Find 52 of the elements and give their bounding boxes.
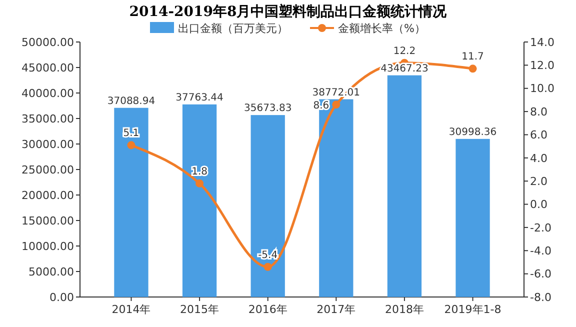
y-tick-label: 10000.00 — [22, 240, 74, 253]
y-tick-label: 50000.00 — [22, 36, 74, 49]
y2-tick-label: 8.0 — [530, 105, 548, 118]
data-label: 30998.36 — [448, 126, 497, 138]
bar — [387, 75, 422, 297]
y-tick-label: 15000.00 — [22, 214, 74, 228]
data-label: 1.8 — [192, 166, 208, 178]
y2-tick-label: 10.0 — [530, 82, 554, 96]
bar — [250, 115, 285, 297]
point — [264, 262, 272, 271]
data-label: 43467.23 — [380, 63, 428, 74]
y-tick-label: 25000.00 — [22, 163, 74, 176]
y-tick-label: 20000.00 — [22, 188, 74, 202]
data-label: 12.2 — [393, 46, 416, 57]
y-tick-label: 5000.00 — [28, 265, 74, 278]
data-label: 37763.44 — [176, 92, 224, 104]
data-label: 35673.83 — [244, 103, 292, 114]
y-tick-label: 30000.00 — [22, 138, 74, 151]
chart-title: 2014-2019年8月中国塑料制品出口金额统计情况 — [129, 3, 448, 20]
y2-tick-label: 14.0 — [530, 36, 554, 49]
y2-tick-label: 2.0 — [530, 174, 548, 188]
y2-tick-label: -2.0 — [530, 221, 552, 234]
y-tick-label: 40000.00 — [22, 86, 74, 100]
y-tick-label: 45000.00 — [22, 61, 74, 74]
point — [468, 64, 477, 73]
point — [332, 100, 340, 109]
y2-tick-label: -6.0 — [530, 268, 552, 281]
x-tick-label: 2017年 — [316, 303, 356, 316]
y2-tick-label: 6.0 — [530, 128, 548, 142]
x-tick-label: 2016年 — [248, 303, 288, 316]
x-tick-label: 2019年1-8 — [444, 303, 502, 316]
point — [127, 141, 136, 150]
data-label: -5.4 — [258, 250, 278, 261]
x-tick-label: 2014年 — [112, 303, 151, 316]
data-label: 5.1 — [123, 128, 140, 140]
bar — [114, 108, 148, 297]
x-tick-label: 2015年 — [180, 303, 220, 316]
y-tick-label: 0.00 — [50, 290, 74, 304]
y2-tick-label: 0.0 — [530, 198, 548, 212]
y2-tick-label: -4.0 — [530, 244, 552, 258]
y2-tick-label: -8.0 — [530, 290, 552, 304]
data-label: 11.7 — [462, 52, 484, 63]
legend-label: 金额增长率（%） — [338, 22, 426, 35]
bar — [182, 104, 217, 297]
y2-tick-label: 12.0 — [530, 59, 554, 72]
point — [196, 179, 204, 188]
y2-tick-label: 4.0 — [530, 152, 548, 165]
bar — [456, 138, 490, 297]
x-tick-label: 2018年 — [384, 303, 424, 316]
y-tick-label: 35000.00 — [22, 112, 74, 126]
legend-label: 出口金额（百万美元） — [178, 22, 288, 35]
data-label: 37088.94 — [107, 96, 156, 107]
